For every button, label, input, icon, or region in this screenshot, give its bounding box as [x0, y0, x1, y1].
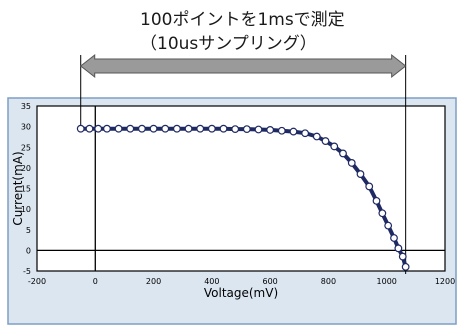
data-point [266, 126, 275, 134]
data-point [301, 129, 310, 138]
data-point [390, 234, 398, 242]
data-point [172, 124, 181, 133]
data-point [384, 221, 393, 230]
x-tick-label: 400 [204, 277, 219, 286]
data-point [365, 182, 374, 191]
data-point [114, 124, 123, 133]
data-point [378, 209, 387, 218]
y-tick-label: 20 [21, 164, 31, 173]
data-point [196, 124, 205, 133]
x-tick-label: 1000 [377, 277, 397, 286]
data-point [231, 125, 240, 134]
y-tick-label: 0 [26, 246, 31, 255]
data-point [401, 262, 410, 271]
data-point [339, 149, 347, 158]
data-point [254, 125, 263, 134]
y-tick-label: 30 [21, 123, 31, 132]
data-point [94, 124, 103, 133]
x-axis-title: Voltage(mV) [204, 286, 278, 300]
x-tick-label: -200 [28, 277, 46, 286]
data-point [347, 159, 356, 167]
data-point [184, 124, 193, 133]
data-point [321, 137, 330, 145]
plot-area [36, 105, 446, 272]
annotation-line2: （10usサンプリング） [140, 34, 317, 54]
y-axis-title: Current(mA) [11, 151, 25, 225]
x-tick-label: 800 [321, 277, 336, 286]
data-point [398, 252, 407, 261]
data-point [219, 124, 228, 133]
data-point [289, 127, 298, 136]
y-tick-label: 10 [21, 205, 31, 214]
x-tick-label: 1200 [435, 277, 455, 286]
data-point [277, 126, 286, 135]
data-point [103, 124, 111, 133]
data-point [394, 244, 403, 253]
x-tick-label: 600 [263, 277, 278, 286]
data-point [126, 124, 135, 133]
y-tick-label: 5 [26, 226, 31, 235]
data-point [372, 196, 381, 205]
data-point [149, 124, 158, 133]
data-point [161, 124, 170, 133]
data-point [330, 142, 339, 151]
data-point [76, 124, 85, 133]
data-point [242, 125, 251, 134]
y-tick-label: 35 [21, 102, 31, 111]
annotation-line1: 100ポイントを1msで測定 [140, 10, 345, 30]
data-point [85, 124, 94, 133]
range-arrow [79, 53, 407, 79]
x-tick-label: 0 [93, 277, 98, 286]
x-tick-label: 200 [146, 277, 161, 286]
data-point [207, 124, 216, 133]
data-point [356, 170, 365, 178]
data-point [138, 124, 146, 133]
data-point [312, 132, 321, 141]
y-tick-label: 15 [21, 185, 31, 194]
y-tick-label: -5 [23, 267, 31, 276]
y-tick-label: 25 [21, 143, 31, 152]
